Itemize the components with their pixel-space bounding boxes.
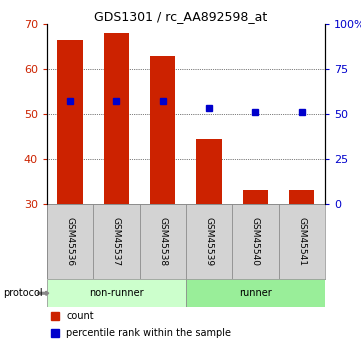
Text: GSM45538: GSM45538 <box>158 217 167 266</box>
Bar <box>104 33 129 204</box>
Text: non-runner: non-runner <box>89 288 144 298</box>
Bar <box>289 190 314 204</box>
Bar <box>47 204 93 279</box>
Text: percentile rank within the sample: percentile rank within the sample <box>66 328 231 338</box>
Bar <box>47 279 186 307</box>
Bar <box>232 204 279 279</box>
Bar <box>279 204 325 279</box>
Bar <box>243 190 268 204</box>
Text: GSM45540: GSM45540 <box>251 217 260 266</box>
Text: GSM45536: GSM45536 <box>66 217 75 266</box>
Text: GSM45537: GSM45537 <box>112 217 121 266</box>
Bar <box>186 204 232 279</box>
Text: protocol: protocol <box>4 288 43 298</box>
Bar <box>57 40 83 204</box>
Bar <box>186 279 325 307</box>
Text: GSM45539: GSM45539 <box>205 217 214 266</box>
Text: GSM45541: GSM45541 <box>297 217 306 266</box>
Bar <box>140 204 186 279</box>
Text: runner: runner <box>239 288 272 298</box>
Text: GDS1301 / rc_AA892598_at: GDS1301 / rc_AA892598_at <box>94 10 267 23</box>
Bar <box>196 138 222 204</box>
Bar <box>93 204 140 279</box>
Text: count: count <box>66 311 94 321</box>
Bar <box>150 56 175 204</box>
